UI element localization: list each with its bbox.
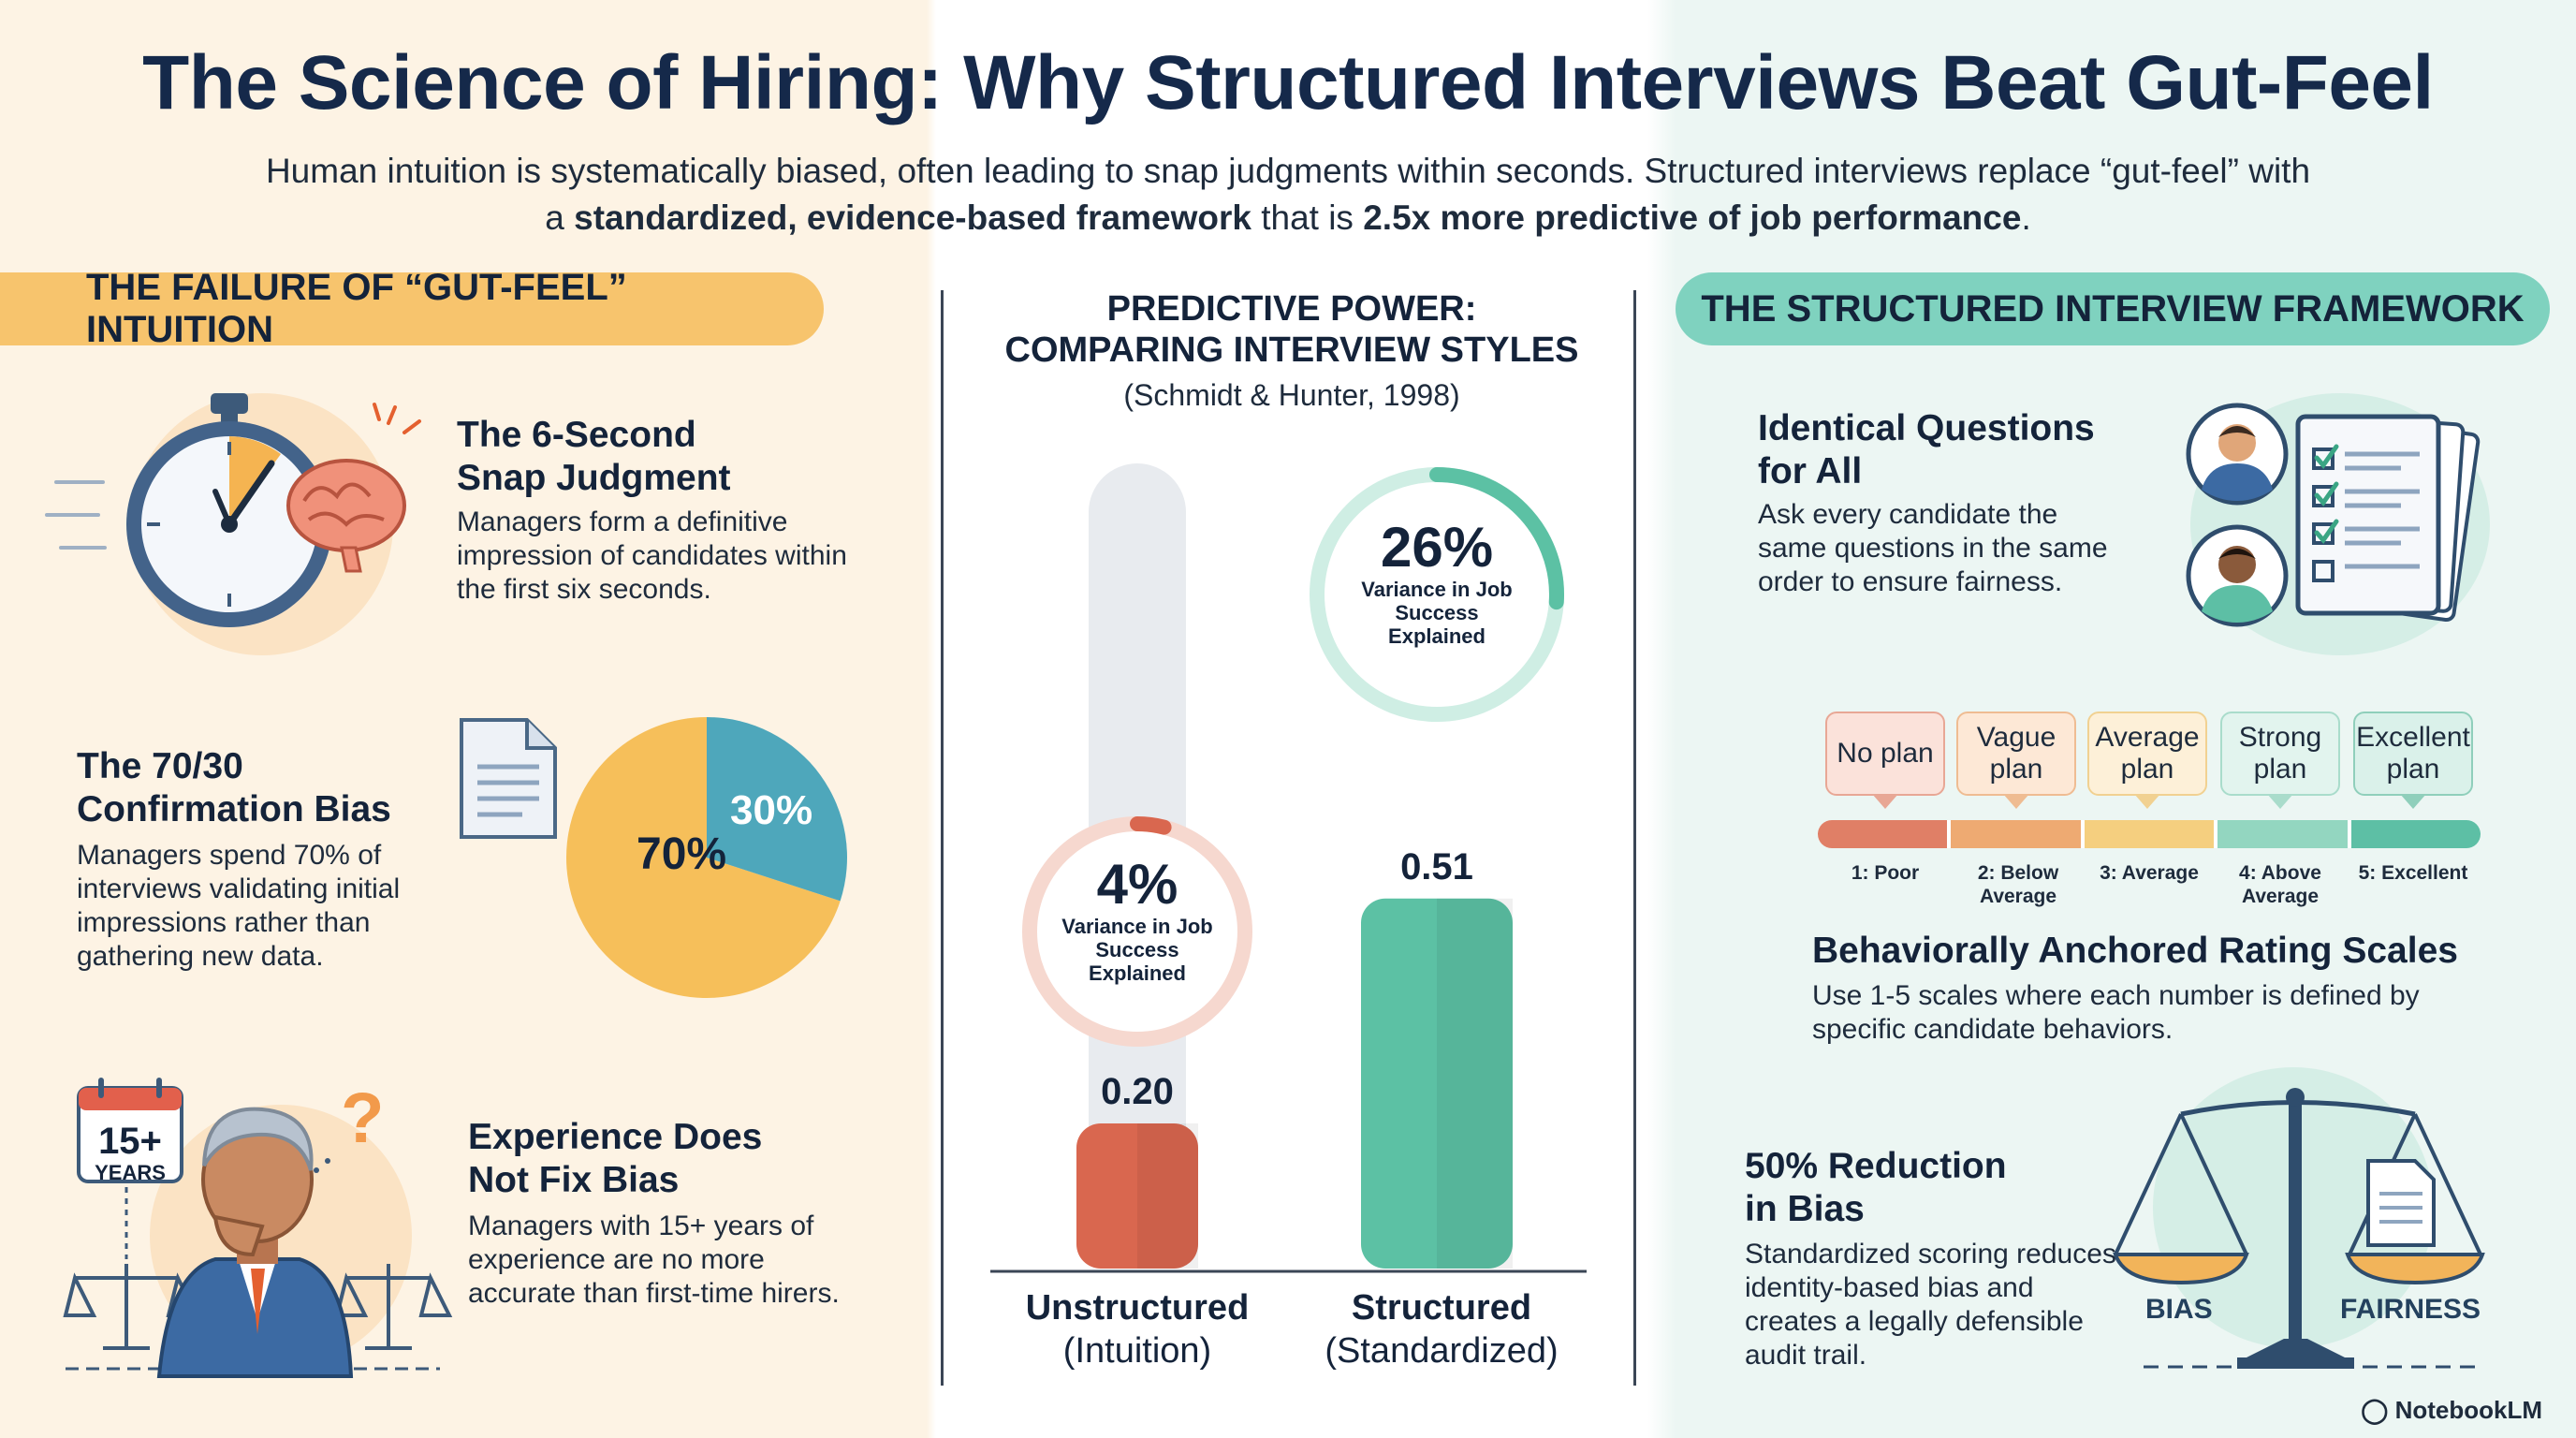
page-subtitle: Human intuition is systematically biased… (258, 148, 2318, 242)
rating-label-5: 5: Excellent (2358, 862, 2468, 884)
snap-judgment-text: Managers form a definitive impression of… (457, 506, 847, 605)
variance-caption-unstructured: Variance in Job Success Explained (1061, 915, 1213, 985)
scale-label-fairness: FAIRNESS (2340, 1294, 2481, 1325)
chart-citation: (Schmidt & Hunter, 1998) (1123, 378, 1460, 412)
variance-label-structured: 26% Variance in Job Success Explained (1348, 516, 1526, 649)
brand-footer: ◯ NotebookLM (2361, 1396, 2542, 1425)
experience-title: Experience Does Not Fix Bias (468, 1116, 762, 1202)
anchor-bubble-text-1: No plan (1837, 738, 1934, 769)
category-label-structured: Structured (Standardized) (1287, 1286, 1596, 1372)
experience-title-line2: Not Fix Bias (468, 1160, 680, 1200)
experience-text: Managers with 15+ years of experience ar… (468, 1211, 840, 1309)
confirmation-bias-title-line1: The 70/30 (77, 746, 243, 786)
anchor-bubble-5: Excellent plan (2353, 712, 2473, 809)
anchor-bubble-4: Strong plan (2220, 712, 2340, 809)
rating-segment-4 (2217, 820, 2348, 848)
predictive-power-chart (945, 449, 1638, 1386)
anchor-bubble-3: Average plan (2087, 712, 2207, 809)
anchor-bubble-text-3: Average plan (2095, 722, 2200, 785)
pie-label-30: 30% (730, 787, 812, 833)
chart-title-line2: COMPARING INTERVIEW STYLES (1004, 330, 1579, 370)
variance-ring-arc-structured (1310, 467, 1564, 722)
category-name-unstructured: Unstructured (1025, 1288, 1250, 1328)
rating-scale-bar (1818, 820, 2481, 848)
brand-name: NotebookLM (2394, 1396, 2542, 1424)
rating-label-2: 2: Below Average (1977, 862, 2059, 907)
variance-percent-unstructured: 4% (1096, 853, 1178, 916)
bar-unstructured (1076, 1123, 1198, 1269)
category-name-structured: Structured (1351, 1288, 1532, 1328)
bias-reduction-text: Standardized scoring reduces identity-ba… (1745, 1239, 2116, 1371)
left-section-banner: THE FAILURE OF “GUT-FEEL” INTUITION (0, 267, 824, 350)
anchor-bubble-2: Vague plan (1956, 712, 2076, 809)
confirmation-bias-title: The 70/30 Confirmation Bias (77, 745, 391, 831)
identical-questions-title-line1: Identical Questions (1758, 408, 2095, 448)
subtitle-bold-1: standardized, evidence-based framework (574, 198, 1251, 237)
subtitle-bold-2: 2.5x more predictive of job performance (1363, 198, 2022, 237)
subtitle-text-3: . (2021, 198, 2031, 237)
rating-label-4: 4: Above Average (2239, 862, 2321, 907)
experience-title-line1: Experience Does (468, 1117, 763, 1157)
category-sublabel-structured: (Standardized) (1325, 1331, 1559, 1371)
subtitle-text-1: Human intuition is systematically biased… (265, 152, 2311, 237)
snap-judgment-title-line2: Snap Judgment (457, 458, 731, 498)
column-divider-right (1633, 290, 1636, 1386)
pie-slice-70 (566, 717, 841, 998)
confirmation-bias-pie-chart: 70% 30% (566, 717, 847, 998)
calendar-unit: YEARS (95, 1161, 166, 1184)
column-divider-left (941, 290, 944, 1386)
experienced-manager-icon: ? (63, 1078, 453, 1378)
calendar-number: 15+ (98, 1121, 162, 1162)
question-mark-icon: ? (341, 1078, 384, 1158)
page-title: The Science of Hiring: Why Structured In… (142, 40, 2434, 125)
category-sublabel-unstructured: (Intuition) (1062, 1331, 1212, 1371)
balance-scale-icon (2113, 1067, 2485, 1369)
snap-judgment-title: The 6-Second Snap Judgment (457, 414, 731, 500)
anchor-bubble-text-2: Vague plan (1976, 722, 2056, 785)
notebooklm-logo-icon: ◯ (2361, 1396, 2389, 1424)
chart-canvas (990, 463, 1587, 1273)
chart-title: PREDICTIVE POWER: COMPARING INTERVIEW ST… (945, 288, 1638, 371)
identical-questions-text: Ask every candidate the same questions i… (1758, 499, 2108, 597)
rating-segment-3 (2084, 820, 2215, 848)
variance-percent-structured: 26% (1380, 516, 1494, 579)
confirmation-bias-text: Managers spend 70% of interviews validat… (77, 840, 401, 972)
identical-questions-title-line2: for All (1758, 451, 1863, 492)
anchor-bubble-text-5: Excellent plan (2356, 722, 2470, 785)
candidates-checklist-icon (2186, 393, 2490, 655)
category-label-unstructured: Unstructured (Intuition) (983, 1286, 1292, 1372)
variance-label-unstructured: 4% Variance in Job Success Explained (1048, 853, 1226, 986)
variance-caption-structured: Variance in Job Success Explained (1361, 578, 1513, 648)
bias-reduction-title: 50% Reduction in Bias (1745, 1145, 2007, 1231)
right-section-banner: THE STRUCTURED INTERVIEW FRAMEWORK (1676, 272, 2550, 345)
bars-text: Use 1-5 scales where each number is defi… (1812, 980, 2420, 1045)
anchor-bubble-1: No plan (1825, 712, 1945, 809)
rating-segment-2 (1951, 820, 2081, 848)
document-icon (460, 718, 557, 839)
subtitle-text-2: that is (1251, 198, 1364, 237)
identical-questions-title: Identical Questions for All (1758, 407, 2095, 493)
pie-label-70: 70% (637, 829, 726, 879)
rating-segment-1 (1818, 820, 1948, 848)
chart-title-line1: PREDICTIVE POWER: (1106, 289, 1477, 329)
bar-shade-structured (1437, 898, 1513, 1269)
stopwatch-brain-icon (45, 393, 421, 655)
anchor-bubble-text-4: Strong plan (2238, 722, 2322, 785)
rating-segment-5 (2350, 820, 2481, 848)
bar-value-structured: 0.51 (1400, 845, 1473, 888)
variance-ring-arc-unstructured (1022, 816, 1252, 1047)
scale-label-bias: BIAS (2145, 1294, 2213, 1325)
pie-slice-30 (707, 717, 847, 902)
bar-shade-unstructured (1137, 1123, 1198, 1269)
years-calendar: 15+ YEARS (79, 1122, 182, 1185)
rating-label-1: 1: Poor (1851, 862, 1920, 884)
bar-structured (1361, 898, 1513, 1269)
confirmation-bias-title-line2: Confirmation Bias (77, 789, 391, 829)
bars-title: Behaviorally Anchored Rating Scales (1812, 931, 2458, 971)
bar-value-unstructured: 0.20 (1101, 1071, 1174, 1112)
bias-reduction-title-line1: 50% Reduction (1745, 1146, 2007, 1186)
bias-reduction-title-line2: in Bias (1745, 1189, 1865, 1229)
rating-label-3: 3: Average (2100, 862, 2199, 884)
snap-judgment-title-line1: The 6-Second (457, 415, 696, 455)
